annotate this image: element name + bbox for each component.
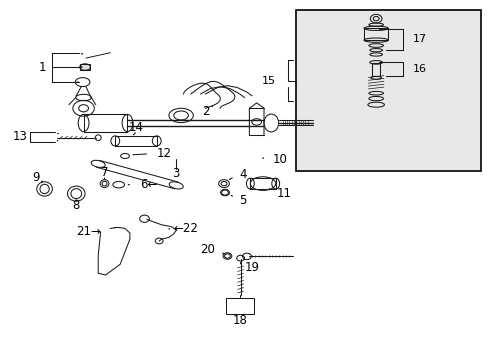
Bar [250, 178, 275, 189]
Text: 5: 5 [238, 194, 245, 207]
Text: 16: 16 [412, 64, 426, 74]
Text: 7: 7 [101, 166, 108, 179]
Text: 3: 3 [172, 167, 180, 180]
Text: 19: 19 [244, 261, 259, 274]
Bar [295, 10, 480, 171]
Text: 1: 1 [39, 60, 46, 73]
Bar [363, 28, 387, 40]
Text: 2: 2 [202, 105, 209, 118]
Text: 9: 9 [32, 171, 40, 184]
Bar [115, 136, 157, 146]
Text: 11: 11 [276, 187, 291, 200]
Bar [225, 298, 254, 315]
Bar [83, 114, 127, 132]
Text: 6←: 6← [140, 178, 157, 191]
Text: 12: 12 [157, 147, 171, 160]
Bar [371, 63, 379, 76]
Text: 4: 4 [239, 168, 246, 181]
Text: 10: 10 [272, 153, 287, 166]
Text: 15: 15 [262, 76, 276, 86]
Text: 20: 20 [200, 243, 215, 256]
Bar [80, 64, 90, 70]
Text: 14: 14 [128, 121, 143, 134]
Text: 8: 8 [72, 199, 80, 212]
Text: 17: 17 [412, 34, 426, 44]
Text: ←22: ←22 [173, 222, 198, 235]
Text: 18: 18 [232, 314, 247, 327]
Text: 13: 13 [13, 130, 28, 144]
Text: 21→: 21→ [76, 225, 101, 238]
